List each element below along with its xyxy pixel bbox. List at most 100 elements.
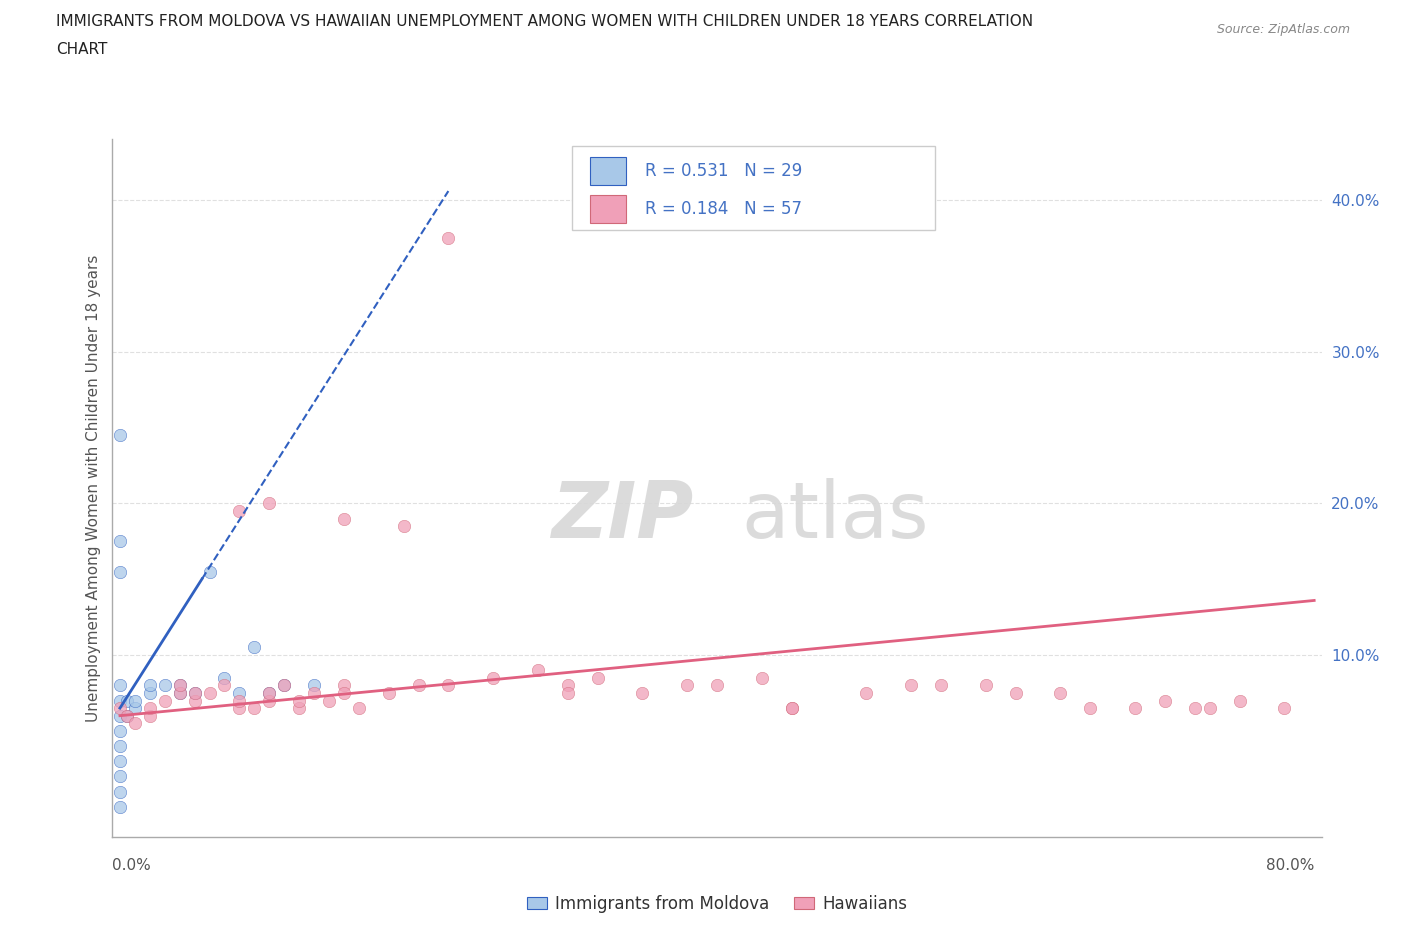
FancyBboxPatch shape [591,157,627,185]
Point [117,709,139,724]
Point [437,678,460,693]
Text: ZIP: ZIP [551,478,693,554]
Point [183,685,205,700]
Point [437,231,460,246]
Point [124,700,146,715]
Point [586,671,609,685]
Point [108,724,131,738]
Point [900,678,922,693]
Point [108,738,131,753]
Point [108,534,131,549]
Text: Source: ZipAtlas.com: Source: ZipAtlas.com [1216,23,1350,36]
Point [124,716,146,731]
Point [1184,700,1206,715]
Point [169,678,191,693]
Point [780,700,803,715]
Point [153,693,176,708]
Point [108,693,131,708]
Text: 0.0%: 0.0% [112,857,152,872]
Point [1198,700,1220,715]
Point [347,700,370,715]
Point [214,678,236,693]
Point [527,663,550,678]
Point [243,640,266,655]
Point [214,671,236,685]
Point [108,428,131,443]
Point [228,685,250,700]
Point [108,769,131,784]
Text: IMMIGRANTS FROM MOLDOVA VS HAWAIIAN UNEMPLOYMENT AMONG WOMEN WITH CHILDREN UNDER: IMMIGRANTS FROM MOLDOVA VS HAWAIIAN UNEM… [56,14,1033,29]
Text: R = 0.531   N = 29: R = 0.531 N = 29 [644,162,801,179]
Point [333,685,356,700]
Point [631,685,654,700]
Point [153,678,176,693]
Point [257,685,280,700]
Point [108,565,131,579]
Point [676,678,699,693]
Point [1078,700,1101,715]
Point [169,685,191,700]
Point [855,685,877,700]
Point [302,685,325,700]
Point [288,700,311,715]
Point [1154,693,1177,708]
Point [108,784,131,799]
Point [392,519,415,534]
Point [318,693,340,708]
Point [108,709,131,724]
Point [333,512,356,526]
Point [139,685,162,700]
Point [198,565,221,579]
Point [139,709,162,724]
Point [257,693,280,708]
Point [273,678,295,693]
Point [1049,685,1071,700]
Point [228,693,250,708]
Point [108,700,131,715]
Point [183,693,205,708]
Point [974,678,997,693]
Text: R = 0.184   N = 57: R = 0.184 N = 57 [644,200,801,219]
Point [1004,685,1026,700]
Point [1123,700,1146,715]
Point [1229,693,1251,708]
Text: atlas: atlas [741,478,929,554]
Text: 80.0%: 80.0% [1267,857,1315,872]
Point [124,693,146,708]
Point [228,503,250,518]
Point [243,700,266,715]
Y-axis label: Unemployment Among Women with Children Under 18 years: Unemployment Among Women with Children U… [86,255,101,722]
Point [288,693,311,708]
Point [706,678,728,693]
Point [482,671,505,685]
Text: CHART: CHART [56,42,108,57]
Point [228,700,250,715]
Point [751,671,773,685]
FancyBboxPatch shape [572,147,935,231]
Point [169,685,191,700]
Point [1272,700,1295,715]
Point [108,753,131,768]
Point [408,678,430,693]
Point [108,799,131,814]
FancyBboxPatch shape [591,195,627,223]
Legend: Immigrants from Moldova, Hawaiians: Immigrants from Moldova, Hawaiians [520,888,914,920]
Point [139,700,162,715]
Point [780,700,803,715]
Point [108,678,131,693]
Point [257,685,280,700]
Point [139,678,162,693]
Point [302,678,325,693]
Point [183,685,205,700]
Point [257,496,280,511]
Point [198,685,221,700]
Point [117,693,139,708]
Point [377,685,399,700]
Point [169,678,191,693]
Point [273,678,295,693]
Point [117,709,139,724]
Point [557,678,579,693]
Point [929,678,952,693]
Point [333,678,356,693]
Point [557,685,579,700]
